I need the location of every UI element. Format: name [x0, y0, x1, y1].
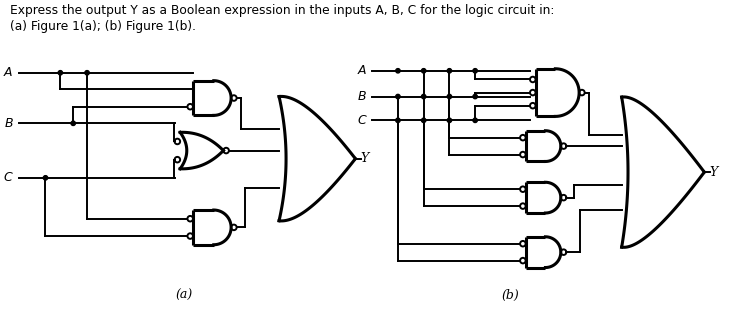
Text: $B$: $B$: [4, 117, 14, 130]
Circle shape: [421, 69, 426, 73]
Text: $C$: $C$: [3, 171, 14, 184]
Circle shape: [85, 70, 89, 75]
Circle shape: [396, 118, 400, 123]
Text: (a): (a): [176, 289, 192, 302]
Circle shape: [421, 118, 426, 123]
Text: $A$: $A$: [4, 66, 14, 79]
Circle shape: [447, 118, 451, 123]
Text: Y: Y: [709, 166, 717, 179]
Circle shape: [447, 69, 451, 73]
Circle shape: [473, 118, 477, 123]
Text: $C$: $C$: [356, 114, 367, 127]
Text: $B$: $B$: [357, 90, 367, 103]
Circle shape: [473, 69, 477, 73]
Text: Y: Y: [360, 152, 369, 165]
Text: (b): (b): [502, 289, 520, 302]
Circle shape: [396, 69, 400, 73]
Circle shape: [396, 94, 400, 99]
Circle shape: [473, 94, 477, 99]
Circle shape: [43, 176, 47, 180]
Text: $A$: $A$: [357, 64, 367, 77]
Circle shape: [447, 94, 451, 99]
Circle shape: [421, 94, 426, 99]
Circle shape: [58, 70, 63, 75]
Text: (a) Figure 1(a); (b) Figure 1(b).: (a) Figure 1(a); (b) Figure 1(b).: [9, 20, 196, 33]
Text: Express the output Y as a Boolean expression in the inputs A, B, C for the logic: Express the output Y as a Boolean expres…: [9, 4, 554, 17]
Circle shape: [71, 121, 75, 125]
